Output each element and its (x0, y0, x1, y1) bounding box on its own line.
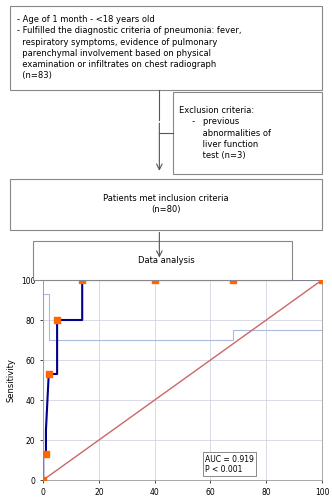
Point (152, 276, 157, 284)
FancyBboxPatch shape (10, 6, 322, 89)
FancyBboxPatch shape (10, 179, 322, 230)
Point (46, 370, 51, 378)
Text: Exclusion criteria:
     -   previous
         abnormalities of
         liver f: Exclusion criteria: - previous abnormali… (179, 106, 271, 160)
FancyBboxPatch shape (33, 241, 292, 280)
Point (319, 276, 325, 284)
Text: AUC = 0.919
P < 0.001: AUC = 0.919 P < 0.001 (205, 454, 254, 474)
FancyBboxPatch shape (173, 92, 322, 174)
Point (230, 276, 235, 284)
Text: Data analysis: Data analysis (138, 256, 194, 265)
Y-axis label: Sensitivity: Sensitivity (6, 358, 16, 402)
Point (41, 476, 46, 484)
Point (54, 316, 60, 324)
Text: - Age of 1 month - <18 years old
- Fulfilled the diagnostic criteria of pneumoni: - Age of 1 month - <18 years old - Fulfi… (17, 16, 241, 80)
Text: Patients met inclusion criteria
(n=80): Patients met inclusion criteria (n=80) (103, 194, 229, 214)
Point (43, 450, 48, 458)
Point (80, 276, 85, 284)
